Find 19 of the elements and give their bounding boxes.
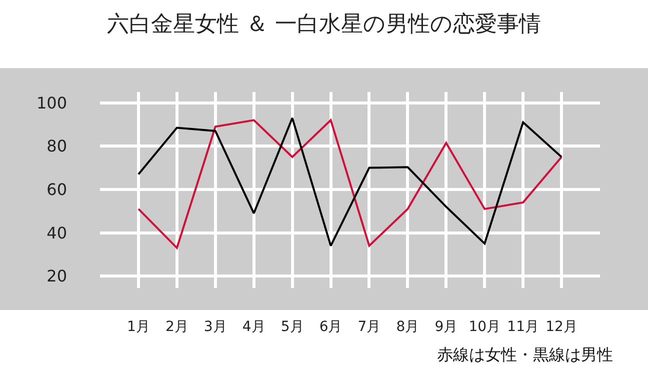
x-tick-label: 5月 [280, 319, 304, 335]
y-tick-label: 60 [46, 180, 67, 200]
y-tick-label: 40 [46, 223, 67, 242]
chart-title: 六白金星女性 ＆ 一白水星の男性の恋愛事情 [107, 12, 541, 37]
x-tick-label: 1月 [127, 319, 150, 335]
text: 赤線は女性・黒線は男性 [437, 345, 613, 364]
x-tick-label: 7月 [358, 319, 381, 335]
x-tick-label: 9月 [434, 319, 458, 335]
x-tick-label: 12月 [546, 319, 578, 335]
y-tick-label: 80 [46, 136, 67, 156]
x-tick-label: 6月 [319, 319, 342, 335]
x-tick-label: 4月 [242, 319, 266, 335]
x-tick-label: 10月 [468, 319, 501, 335]
x-tick-label: 3月 [204, 319, 227, 335]
x-tick-label: 2月 [165, 319, 188, 335]
x-tick-label: 11月 [507, 319, 539, 335]
y-tick-label: 100 [36, 93, 67, 112]
x-tick-label: 8月 [396, 319, 420, 335]
y-tick-label: 20 [46, 266, 67, 286]
